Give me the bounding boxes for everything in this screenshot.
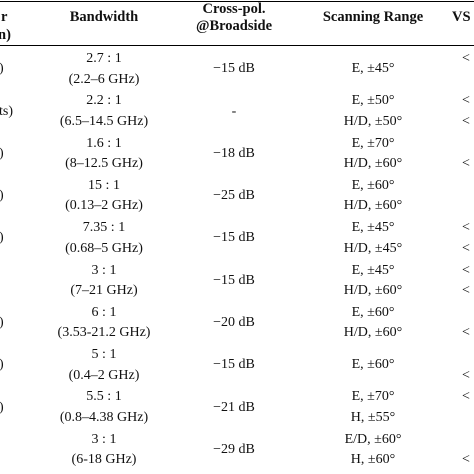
- row-scan-range-2: H, ±60°: [350, 452, 396, 468]
- row-scan-range-1: E, ±60°: [351, 357, 395, 373]
- row-bandwidth-ratio: 2.7 : 1: [86, 51, 122, 66]
- row-bandwidth-range: (7–21 GHz): [70, 283, 138, 298]
- row-bandwidth-range: (2.2–6 GHz): [68, 71, 140, 87]
- row-cross-pol: −18 dB: [213, 145, 255, 161]
- row-right-fragment-1: <: [462, 220, 470, 236]
- row-cross-pol: -: [231, 103, 237, 119]
- row-right-fragment-2: <: [462, 367, 470, 383]
- row-scan-range-2: H, ±55°: [350, 409, 396, 425]
- row-scan-range-1: E/D, ±60°: [344, 431, 402, 447]
- row-scan-range-1: E, ±60°: [351, 304, 395, 320]
- row-cross-pol: −21 dB: [213, 399, 255, 415]
- row-cross-pol: −25 dB: [213, 188, 255, 204]
- header-col0-fragment-top: r: [1, 9, 8, 25]
- row-bandwidth-ratio: 3 : 1: [91, 431, 117, 447]
- row-bandwidth-ratio: 5.5 : 1: [86, 389, 122, 405]
- row-right-fragment-1: <: [462, 262, 470, 278]
- row-right-fragment-1: <: [462, 389, 470, 405]
- header-col0-fragment-bottom: n): [0, 27, 11, 43]
- row-scan-range-2: H/D, ±60°: [343, 283, 403, 298]
- row-scan-range-2: H/D, ±60°: [343, 325, 403, 341]
- row-cross-pol: −15 dB: [213, 272, 255, 288]
- row-bandwidth-range: (8–12.5 GHz): [65, 156, 143, 172]
- row-scan-range-1: E, ±45°: [351, 61, 395, 77]
- row-cross-pol: −20 dB: [213, 315, 255, 331]
- row-left-fragment: ): [0, 399, 4, 417]
- row-right-fragment-2: <: [462, 156, 470, 172]
- row-bandwidth-range: (0.8–4.38 GHz): [59, 409, 149, 425]
- header-cross-pol-line2: @Broadside: [195, 18, 273, 34]
- header-bandwidth: Bandwidth: [69, 9, 139, 25]
- row-cross-pol: −15 dB: [213, 61, 255, 77]
- row-bandwidth-range: (3.53-21.2 GHz): [57, 325, 151, 341]
- row-bandwidth-range: (0.68–5 GHz): [65, 240, 143, 256]
- row-right-fragment-1: <: [462, 93, 470, 109]
- row-right-fragment-2: <: [462, 283, 470, 298]
- row-scan-range-1: E, ±70°: [351, 135, 395, 151]
- row-left-fragment: ): [0, 187, 4, 205]
- row-right-fragment-2: <: [462, 240, 470, 256]
- row-scan-range-1: E, ±70°: [351, 389, 395, 405]
- row-bandwidth-ratio: 15 : 1: [88, 177, 120, 193]
- row-scan-range-1: E, ±50°: [351, 93, 395, 109]
- row-bandwidth-ratio: 2.2 : 1: [86, 93, 122, 109]
- header-scanning-range: Scanning Range: [322, 9, 424, 25]
- row-cross-pol: −15 dB: [213, 230, 255, 246]
- row-bandwidth-range: (6-18 GHz): [71, 452, 137, 468]
- row-cross-pol: −29 dB: [213, 441, 255, 457]
- row-right-fragment-2: <: [462, 452, 470, 468]
- row-bandwidth-range: (0.4–2 GHz): [68, 367, 140, 383]
- row-left-fragment: ): [0, 60, 4, 78]
- row-left-fragment: ts): [0, 103, 13, 119]
- table-top-rule: [0, 1, 474, 3]
- row-right-fragment-2: <: [462, 113, 470, 129]
- row-left-fragment: ): [0, 145, 4, 163]
- row-scan-range-2: H/D, ±60°: [343, 156, 403, 172]
- row-bandwidth-ratio: 6 : 1: [91, 304, 117, 320]
- row-scan-range-2: H/D, ±60°: [343, 198, 403, 214]
- row-bandwidth-ratio: 5 : 1: [91, 347, 117, 363]
- row-left-fragment: ): [0, 229, 4, 247]
- header-vswr-fragment: VS: [452, 9, 471, 25]
- row-bandwidth-ratio: 3 : 1: [91, 262, 117, 278]
- row-scan-range-1: E, ±60°: [351, 177, 395, 193]
- row-bandwidth-ratio: 1.6 : 1: [86, 135, 122, 151]
- row-bandwidth-range: (0.13–2 GHz): [65, 198, 143, 214]
- row-bandwidth-range: (6.5–14.5 GHz): [59, 113, 149, 129]
- row-scan-range-2: H/D, ±50°: [343, 113, 403, 129]
- row-right-fragment-2: <: [462, 325, 470, 341]
- row-scan-range-1: E, ±45°: [351, 262, 395, 278]
- row-left-fragment: ): [0, 356, 4, 374]
- row-bandwidth-ratio: 7.35 : 1: [82, 220, 126, 236]
- row-scan-range-1: E, ±45°: [351, 220, 395, 236]
- row-left-fragment: ): [0, 314, 4, 332]
- table-header-rule: [0, 45, 474, 47]
- header-cross-pol-line1: Cross-pol.: [202, 1, 266, 17]
- row-cross-pol: −15 dB: [213, 357, 255, 373]
- row-scan-range-2: H/D, ±45°: [343, 240, 403, 256]
- row-right-fragment-1: <: [462, 51, 470, 66]
